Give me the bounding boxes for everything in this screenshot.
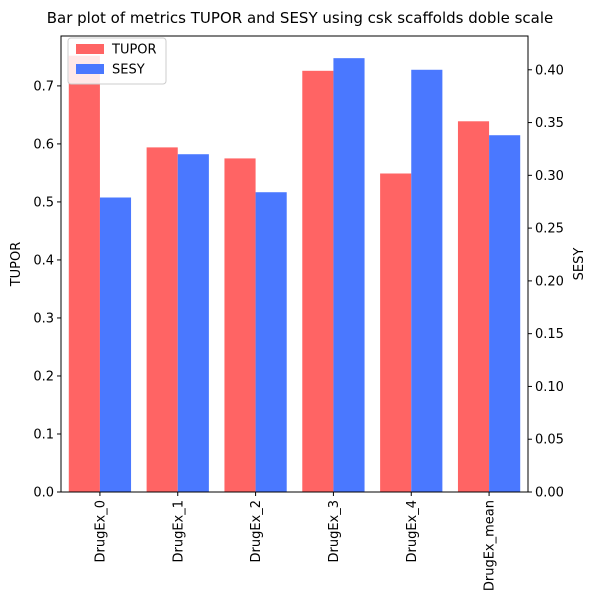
bar-sesy-drugex_mean [489, 135, 521, 492]
right-tick-label: 0.35 [535, 116, 564, 131]
x-axis-ticks: DrugEx_0 DrugEx_1 DrugEx_2 DrugEx_3 DrugEx_4… [93, 492, 498, 591]
left-axis-ticks: 0.0 0.1 0.2 0.3 0.4 0.5 0.6 0.7 [33, 79, 61, 501]
left-tick-label: 0.0 [33, 486, 54, 501]
legend: TUPOR SESY [67, 37, 167, 85]
bar-sesy-drugex_2 [255, 192, 287, 492]
legend-label-tupor: TUPOR [111, 43, 157, 58]
chart-title: Bar plot of metrics TUPOR and SESY using… [47, 9, 554, 27]
bar-sesy-drugex_4 [411, 69, 443, 493]
left-tick-label: 0.6 [33, 137, 54, 152]
x-tick-label: DrugEx_1 [171, 500, 186, 563]
right-tick-label: 0.25 [535, 222, 564, 237]
left-tick-label: 0.4 [33, 253, 54, 268]
bar-tupor-drugex_1 [146, 147, 178, 492]
x-tick-label: DrugEx_mean [483, 500, 498, 591]
bar-tupor-drugex_3 [302, 70, 334, 493]
bar-sesy-drugex_1 [177, 154, 209, 492]
bars-group [68, 55, 521, 493]
left-tick-label: 0.2 [33, 369, 54, 384]
x-tick-label: DrugEx_3 [327, 500, 342, 563]
right-tick-label: 0.10 [535, 380, 564, 395]
left-tick-label: 0.5 [33, 195, 54, 210]
bar-sesy-drugex_0 [99, 197, 132, 492]
left-tick-label: 0.1 [33, 427, 54, 442]
left-tick-label: 0.7 [33, 79, 54, 94]
right-axis-label: SESY [572, 248, 587, 281]
right-tick-label: 0.20 [535, 274, 564, 289]
right-tick-label: 0.15 [535, 327, 564, 342]
x-tick-label: DrugEx_4 [405, 500, 420, 563]
right-tick-label: 0.05 [535, 433, 564, 448]
bar-sesy-drugex_3 [333, 58, 365, 493]
legend-label-sesy: SESY [112, 63, 145, 78]
right-axis-ticks: 0.00 0.05 0.10 0.15 0.20 0.25 0.30 0.35 0.40 [528, 63, 564, 501]
left-axis-label: TUPOR [9, 242, 24, 288]
bar-tupor-drugex_mean [457, 121, 490, 492]
x-tick-label: DrugEx_2 [249, 500, 264, 563]
bar-tupor-drugex_0 [68, 55, 100, 492]
legend-swatch-sesy [76, 64, 104, 74]
plot-frame [60, 35, 529, 493]
right-tick-label: 0.40 [535, 63, 564, 78]
x-tick-label: DrugEx_0 [93, 500, 108, 563]
right-tick-label: 0.00 [535, 486, 564, 501]
legend-swatch-tupor [76, 44, 104, 54]
bar-tupor-drugex_4 [380, 173, 412, 492]
right-tick-label: 0.30 [535, 169, 564, 184]
left-tick-label: 0.3 [33, 311, 54, 326]
bar-tupor-drugex_2 [224, 158, 256, 492]
